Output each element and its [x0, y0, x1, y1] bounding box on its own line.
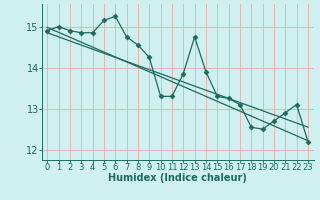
X-axis label: Humidex (Indice chaleur): Humidex (Indice chaleur) — [108, 173, 247, 183]
